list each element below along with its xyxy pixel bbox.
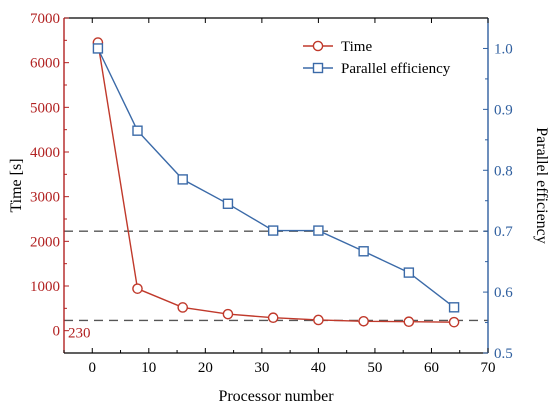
legend-label: Time [341,39,372,55]
left-y-tick-label: 2000 [30,234,60,250]
legend-marker [312,62,324,74]
x-tick-label: 50 [367,360,382,376]
x-tick-label: 70 [481,360,496,376]
data-point [448,302,460,313]
left-y-tick-label: 6000 [30,56,60,72]
data-point [403,316,415,328]
left-y-tick-label: 7000 [30,11,60,27]
legend-label: Parallel efficiency [341,61,451,77]
x-tick-label: 10 [141,360,156,376]
data-point [222,308,234,320]
x-tick-label: 40 [311,360,326,376]
data-point [177,302,189,313]
reference-line-label: 230 [68,325,91,341]
right-y-tick-label: 0.9 [494,102,513,118]
left-y-axis-title: Time [s] [8,158,25,212]
left-y-tick-label: 1000 [30,279,60,295]
data-point [403,267,415,278]
right-y-tick-label: 1.0 [494,41,513,57]
series-layer [92,37,460,328]
axes: 0 10 20 30 40 50 60 70 0 1000 2000 3000 4000 5000 6000… [30,11,513,376]
legend: Time Parallel efficiency [303,39,451,77]
right-y-tick-label: 0.5 [494,346,513,362]
data-point [132,125,143,136]
data-point [448,316,460,328]
series-line [97,48,455,308]
data-point [267,312,279,324]
left-y-tick-label: 0 [53,324,61,340]
series-line [97,42,455,323]
data-point [92,43,104,54]
x-tick-label: 60 [424,360,439,376]
x-axis-title: Processor number [218,388,334,405]
data-point [267,225,279,236]
left-y-tick-label: 4000 [30,145,60,161]
series-parallel-efficiency [92,43,460,313]
right-y-tick-label: 0.7 [494,224,513,240]
left-y-tick-label: 3000 [30,190,60,206]
legend-marker [312,40,324,52]
data-point [358,246,369,257]
x-tick-label: 30 [254,360,269,376]
axis-titles: Processor number Time [s] Parallel efficie… [8,127,550,405]
reference-lines: 230 [64,230,488,341]
right-y-tick-label: 0.8 [494,163,513,179]
data-point [358,315,369,327]
left-y-tick-label: 5000 [30,100,60,116]
data-point [222,198,234,209]
data-point [177,174,188,185]
data-point [313,225,324,236]
x-tick-label: 0 [89,360,97,376]
data-point [132,283,143,294]
data-point [313,314,324,326]
series-time [92,37,460,328]
x-tick-label: 20 [198,360,213,376]
right-y-tick-label: 0.6 [494,285,513,301]
right-y-axis-title: Parallel efficiency [533,127,550,244]
